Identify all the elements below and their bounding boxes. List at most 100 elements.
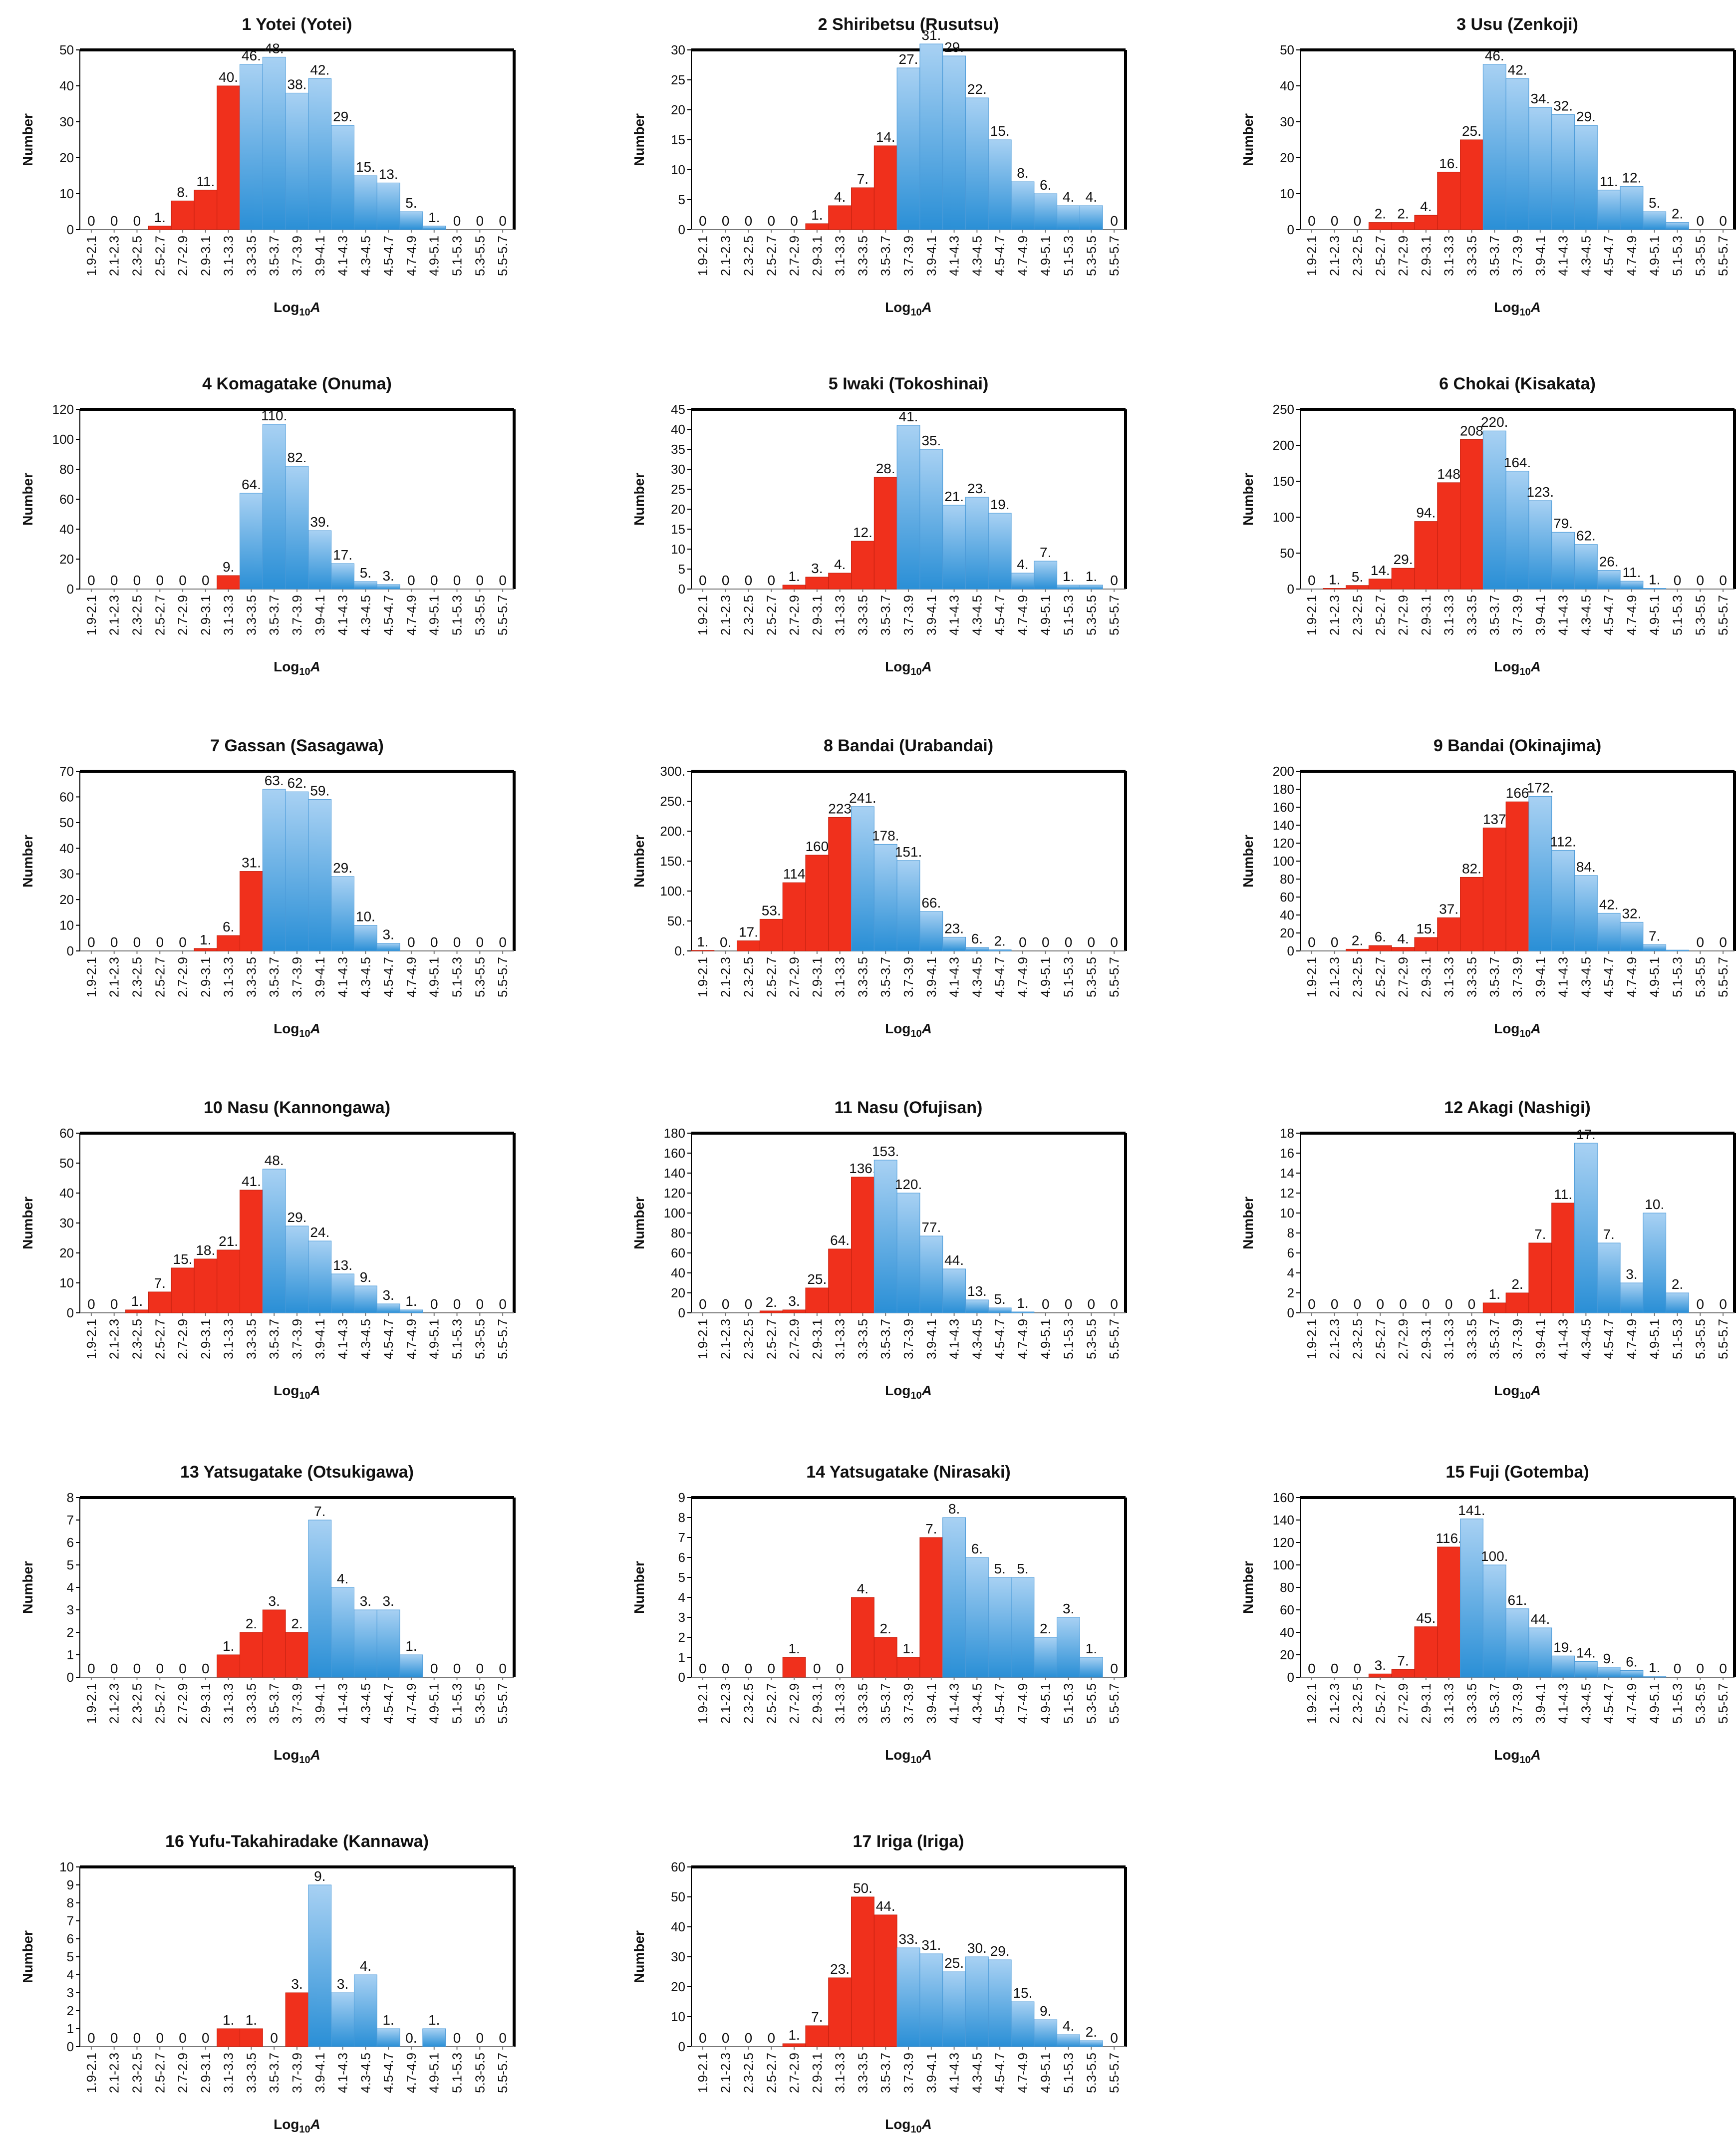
data-label: 172. (1527, 780, 1554, 795)
x-tick-label: 4.3-4.5 (1578, 957, 1593, 997)
bar (782, 1657, 806, 1678)
data-label: 0 (1697, 213, 1705, 229)
x-tick-label: 5.3-5.5 (472, 1319, 487, 1359)
bar (262, 1169, 286, 1313)
data-label: 0 (110, 1296, 118, 1312)
x-tick-label: 3.1-3.3 (1442, 957, 1456, 997)
bar (782, 1309, 806, 1313)
x-tick-label: 2.3-2.5 (129, 595, 144, 635)
bar (376, 584, 400, 590)
bar (1482, 430, 1506, 590)
chart-12: 12 Akagi (Nashigi)0246810121416181.9-2.1… (1240, 1098, 1736, 1401)
x-tick-label: 4.3-4.5 (969, 2053, 984, 2093)
y-tick-label: 5 (678, 192, 685, 207)
data-label: 0 (1697, 934, 1705, 950)
bar (988, 1307, 1012, 1313)
x-tick-label: 1.9-2.1 (695, 957, 710, 997)
data-label: 0 (699, 573, 707, 588)
y-tick-label: 100 (52, 432, 74, 447)
x-tick-label: 2.7-2.9 (787, 1683, 802, 1724)
data-label: 45. (1416, 1610, 1436, 1626)
data-label: 0 (499, 1661, 507, 1676)
x-tick-label: 2.3-2.5 (129, 1319, 144, 1359)
x-tick-label: 5.1-5.3 (1670, 1683, 1685, 1724)
data-label: 23. (944, 920, 964, 936)
data-label: 48. (265, 40, 284, 56)
bar (1437, 1546, 1461, 1678)
bar (194, 190, 218, 230)
x-tick-label: 4.7-4.9 (404, 1319, 419, 1359)
data-label: 0 (722, 213, 730, 229)
x-tick-label: 3.3-3.5 (244, 1683, 259, 1724)
y-tick-label: 8 (67, 1895, 74, 1910)
x-axis-title: Log10A (1494, 1021, 1541, 1039)
data-label: 0 (499, 934, 507, 950)
bar (1505, 78, 1529, 230)
data-label: 0 (1468, 1296, 1476, 1312)
y-tick-label: 0. (674, 943, 685, 958)
bar (1528, 107, 1552, 230)
data-label: 0 (202, 1661, 210, 1676)
y-tick-label: 1 (67, 2021, 74, 2036)
x-tick-label: 2.5-2.7 (152, 1683, 167, 1724)
x-tick-label: 4.1-4.3 (335, 2053, 350, 2093)
bar (965, 1956, 989, 2047)
x-tick-label: 2.9-3.1 (810, 236, 825, 276)
data-label: 3. (291, 1976, 302, 1992)
y-tick-label: 7 (67, 1913, 74, 1928)
data-label: 30. (967, 1940, 987, 1956)
y-tick-label: 20 (1280, 925, 1294, 940)
data-label: 17. (1576, 1127, 1596, 1142)
bar (828, 573, 852, 590)
bar (782, 882, 806, 951)
x-tick-label: 3.7-3.9 (901, 2053, 916, 2093)
y-tick-label: 60 (59, 492, 74, 507)
data-label: 0 (790, 213, 798, 229)
data-label: 0 (722, 1296, 730, 1312)
x-tick-label: 4.9-5.1 (427, 1319, 442, 1359)
y-tick-label: 100 (1273, 510, 1294, 525)
bar (965, 1557, 989, 1678)
x-tick-label: 5.3-5.5 (472, 1683, 487, 1724)
bar (1528, 500, 1552, 590)
x-tick-label: 1.9-2.1 (695, 595, 710, 635)
chart-4: 4 Komagatake (Onuma) 0 20 40 60 80 100 120 1.9-2… (20, 374, 516, 677)
data-label: 23. (830, 1961, 850, 1977)
bar (1011, 1311, 1035, 1313)
y-tick-label: 0 (1287, 582, 1294, 597)
x-tick-label: 4.7-4.9 (1624, 957, 1639, 997)
x-tick-label: 2.1-2.3 (718, 957, 733, 997)
data-label: 0 (1719, 1661, 1727, 1676)
bar (331, 563, 354, 590)
y-tick-label: 25 (671, 482, 685, 497)
y-axis-title: Number (631, 1561, 647, 1614)
bar (308, 799, 332, 951)
x-tick-label: 4.1-4.3 (1556, 1683, 1571, 1724)
x-tick-label: 1.9-2.1 (84, 595, 99, 635)
bar (1551, 532, 1575, 590)
bar (1551, 114, 1575, 230)
x-tick-label: 3.1-3.3 (833, 1319, 848, 1359)
bar (873, 145, 897, 230)
y-tick-label: 2 (67, 2003, 74, 2018)
x-tick-label: 3.1-3.3 (1442, 595, 1456, 635)
x-tick-label: 4.5-4.7 (992, 957, 1007, 997)
data-label: 0 (87, 934, 95, 950)
data-label: 0 (767, 2030, 775, 2046)
bar (422, 226, 446, 230)
data-label: 0 (407, 573, 415, 588)
x-tick-label: 2.1-2.3 (107, 1683, 122, 1724)
data-label: 0 (1719, 573, 1727, 588)
bar (331, 1273, 354, 1313)
data-label: 0 (87, 1296, 95, 1312)
x-tick-label: 5.3-5.5 (1693, 236, 1708, 276)
x-tick-label: 4.1-4.3 (335, 595, 350, 635)
data-label: 2. (994, 933, 1005, 949)
x-tick-label: 4.7-4.9 (1624, 595, 1639, 635)
x-axis-title: Log10A (274, 659, 320, 677)
data-label: 3. (269, 1593, 280, 1609)
data-label: 7. (1534, 1226, 1546, 1242)
data-label: 27. (899, 51, 918, 67)
y-tick-label: 50 (59, 42, 74, 57)
bar (1482, 1564, 1506, 1678)
